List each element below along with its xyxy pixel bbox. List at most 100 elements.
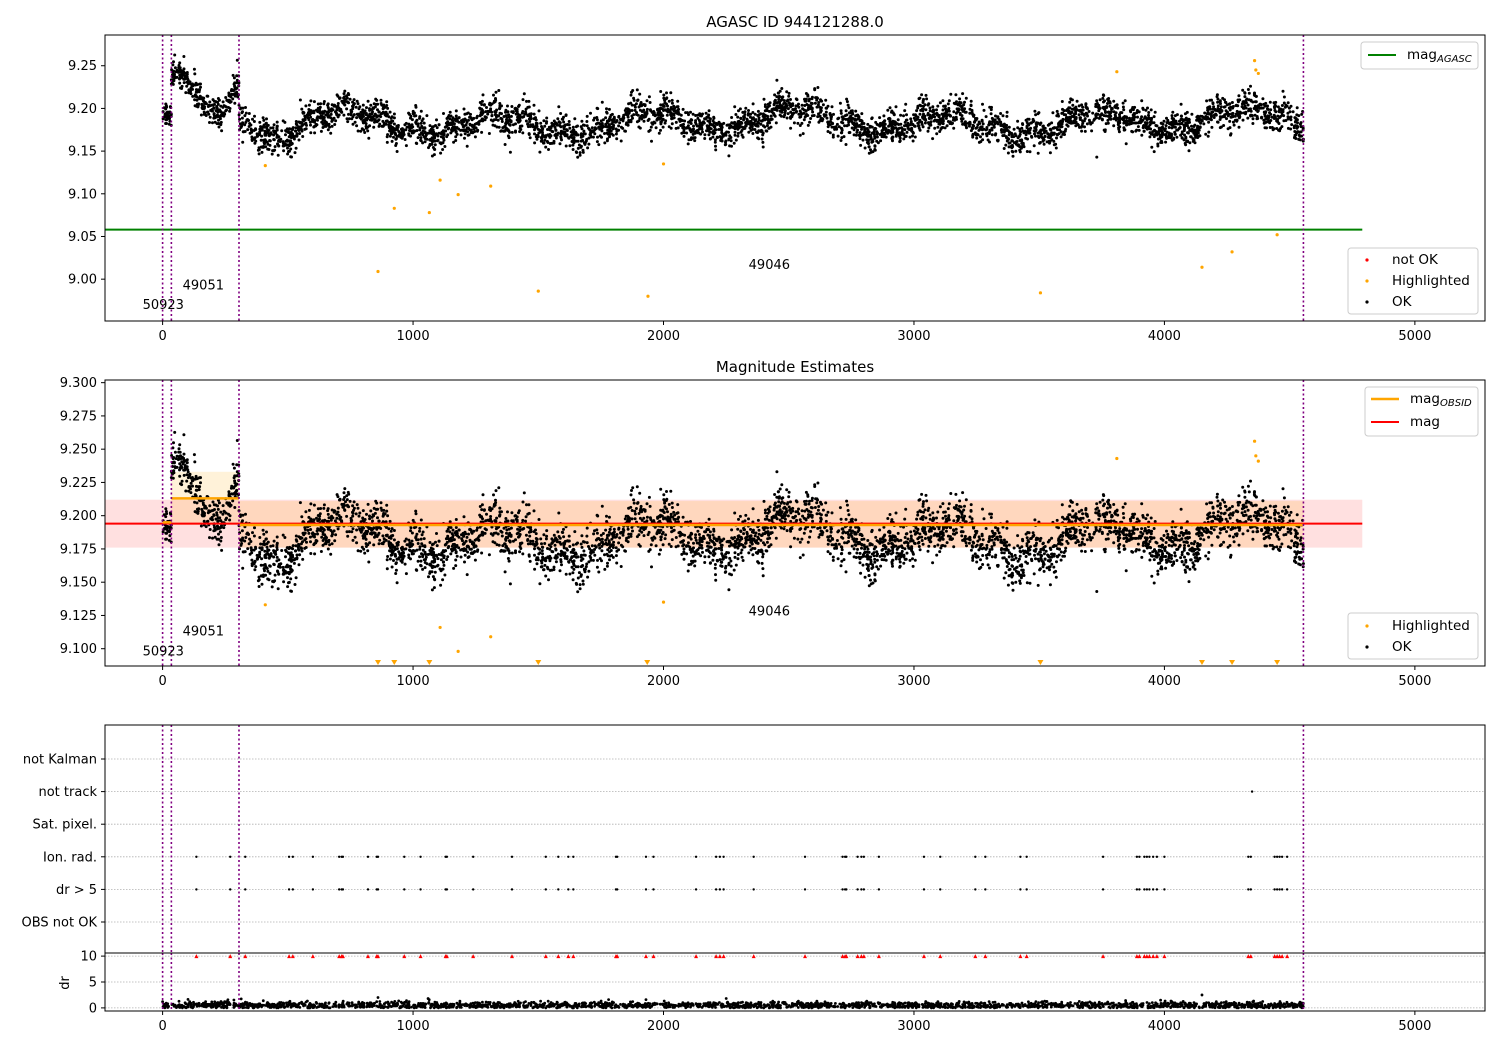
agasc-ok-point [520, 111, 524, 115]
mag-ok-point [164, 537, 168, 541]
agasc-ok-point [917, 124, 921, 128]
agasc-ok-point [713, 128, 717, 132]
status-legend: not OK Highlighted OK [1347, 247, 1479, 315]
agasc-ok-point [831, 135, 835, 139]
agasc-ok-point [304, 104, 308, 108]
y-tick-label: 9.20 [68, 102, 97, 117]
agasc-ok-point [931, 137, 935, 141]
agasc-ok-point [579, 132, 583, 136]
agasc-ok-point [902, 137, 906, 141]
agasc-ok-point [736, 134, 740, 138]
agasc-ok-point [901, 127, 904, 131]
mag-ok-point [182, 473, 186, 477]
agasc-ok-point [441, 148, 445, 151]
agasc-ok-point [1223, 98, 1226, 102]
agasc-ok-point [1246, 88, 1250, 91]
agasc-ok-point [927, 126, 931, 130]
agasc-ok-point [825, 116, 829, 120]
agasc-ok-point [774, 121, 778, 125]
agasc-ok-point [182, 67, 186, 71]
agasc-ok-point [734, 138, 738, 142]
agasc-ok-point [524, 110, 527, 114]
agasc-ok-point [1216, 100, 1220, 104]
agasc-ok-point [1104, 122, 1108, 126]
agasc-ok-point [759, 122, 763, 126]
agasc-ok-point [1218, 107, 1222, 111]
agasc-ok-point [500, 120, 504, 123]
agasc-highlighted-point [536, 289, 540, 293]
mag-ok-point [184, 489, 188, 493]
agasc-ok-point [289, 143, 293, 146]
agasc-ok-point [1159, 139, 1163, 143]
agasc-ok-point [880, 132, 884, 136]
agasc-ok-point [1097, 109, 1101, 113]
agasc-ok-point [1122, 119, 1126, 123]
agasc-ok-point [1060, 120, 1064, 124]
agasc-ok-point [1175, 113, 1179, 117]
agasc-ok-point [542, 141, 545, 145]
agasc-ok-point [944, 116, 948, 120]
agasc-ok-point [914, 114, 918, 118]
agasc-ok-point [1038, 123, 1042, 126]
agasc-ok-point [964, 96, 968, 100]
agasc-ok-point [935, 132, 939, 136]
agasc-ok-point [1118, 125, 1122, 129]
agasc-ok-point [695, 124, 699, 128]
agasc-ok-point [674, 126, 678, 130]
agasc-ok-point [525, 99, 528, 103]
agasc-ok-point [694, 121, 697, 124]
agasc-ok-point [1259, 103, 1263, 107]
agasc-ok-point [1289, 118, 1293, 122]
mag-ok-point [176, 458, 180, 462]
agasc-ok-point [1037, 136, 1041, 139]
mag-ok-point [194, 484, 198, 488]
agasc-highlighted-point [263, 164, 267, 168]
agasc-ok-point [167, 117, 171, 121]
legend-not-ok-label: not OK [1392, 252, 1439, 268]
agasc-ok-point [839, 131, 843, 135]
agasc-ok-point [195, 98, 199, 102]
agasc-ok-point [336, 102, 340, 105]
agasc-ok-point [1025, 150, 1029, 153]
agasc-ok-point [801, 132, 805, 136]
agasc-ok-point [1249, 114, 1253, 118]
agasc-ok-point [1093, 117, 1097, 121]
agasc-ok-point [912, 113, 916, 117]
agasc-ok-point [316, 102, 320, 106]
agasc-ok-point [772, 102, 776, 106]
mag-ok-point [205, 520, 209, 523]
agasc-ok-point [967, 122, 971, 125]
agasc-ok-point [918, 103, 922, 107]
agasc-ok-point [601, 123, 604, 127]
agasc-ok-point [1041, 124, 1045, 128]
agasc-ok-point [164, 107, 168, 111]
agasc-ok-point [1263, 104, 1267, 108]
agasc-ok-point [517, 105, 520, 108]
agasc-ok-point [500, 129, 503, 133]
agasc-ok-point [1140, 133, 1144, 137]
agasc-ok-point [420, 119, 424, 123]
agasc-ok-point [391, 126, 395, 130]
agasc-highlighted-point [1275, 233, 1279, 237]
mag-ok-point [650, 565, 653, 569]
agasc-ok-point [1243, 95, 1247, 99]
agasc-ok-point [1256, 104, 1260, 108]
agasc-ok-point [1083, 117, 1087, 121]
agasc-legend: magAGASC [1360, 41, 1479, 70]
agasc-ok-point [724, 140, 727, 144]
agasc-ok-point [295, 123, 299, 127]
agasc-highlighted-point [1256, 71, 1260, 76]
agasc-ok-point [1024, 136, 1028, 140]
agasc-ok-point [576, 155, 580, 159]
agasc-ok-point [574, 130, 578, 134]
agasc-ok-point [931, 105, 935, 109]
agasc-ok-point [905, 130, 909, 134]
agasc-ok-point [508, 123, 512, 127]
agasc-ok-point [1040, 132, 1044, 136]
agasc-ok-point [819, 116, 823, 120]
agasc-ok-point [1071, 103, 1075, 107]
agasc-ok-point [376, 102, 380, 106]
agasc-ok-point [534, 116, 537, 120]
agasc-ok-point [260, 150, 264, 154]
agasc-ok-point [295, 134, 299, 138]
